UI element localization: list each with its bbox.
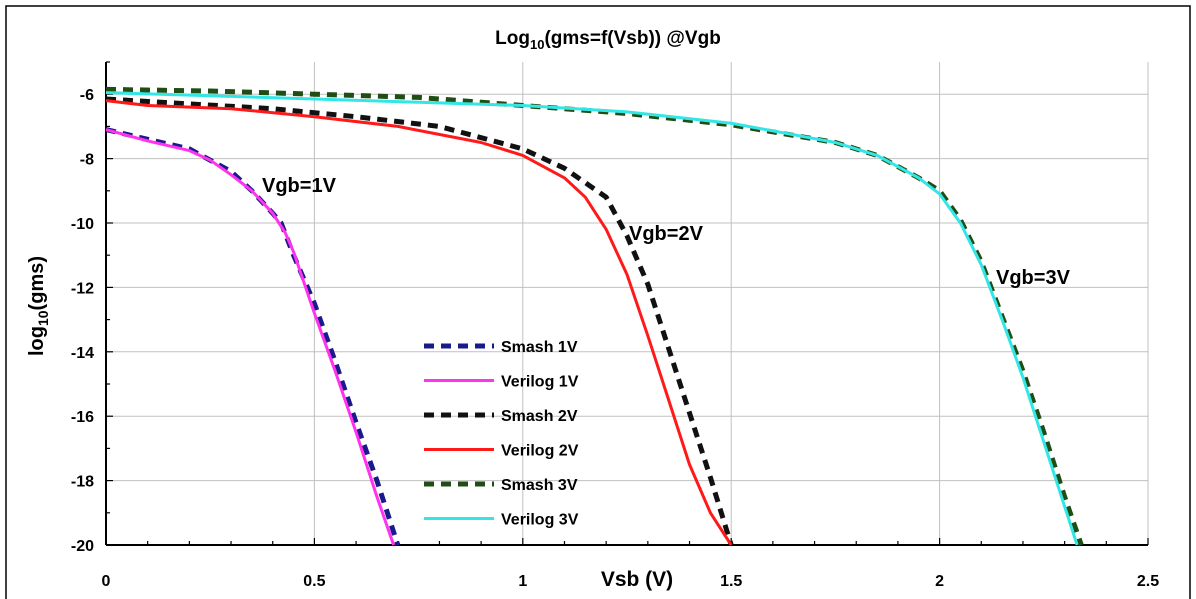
y-tick-label: -10 [71,216,94,233]
annotation-label: Vgb=3V [996,267,1071,289]
legend-label: Smash 2V [501,408,578,425]
x-axis-label: Vsb (V) [601,568,673,591]
y-tick-label: -12 [71,280,94,297]
y-tick-label: -16 [71,409,94,426]
x-tick-label: 2.5 [1137,573,1159,590]
y-tick-label: -20 [71,538,94,555]
x-tick-label: 1 [518,573,527,590]
x-tick-label: 1.5 [720,573,742,590]
y-tick-label: -14 [71,345,94,362]
annotation-label: Vgb=2V [629,223,704,245]
legend: Smash 1V Verilog 1V Smash 2V Verilog 2V Smas… [424,339,579,529]
plot-background [106,62,1148,545]
chart-title: Log10(gms=f(Vsb)) @Vgb [495,28,721,52]
x-tick-label: 2 [935,573,944,590]
x-tick-label: 0.5 [303,573,325,590]
y-tick-label: -6 [80,87,94,104]
annotation-label: Vgb=1V [262,175,337,197]
legend-label: Smash 1V [501,339,578,356]
plot-area: 0 0.5 1 1.5 2 2.5 -6 -8 -10 -12 -14 -16 -18 -20 Vgb=1V… [71,61,1159,590]
series-line-verilog-1v [105,128,396,546]
legend-label: Verilog 2V [501,443,579,460]
y-tick-label: -8 [80,152,94,169]
series-line-verilog-2v [105,99,733,546]
legend-label: Verilog 3V [501,512,579,529]
x-tick-label: 0 [102,573,111,590]
y-axis-label: log10(gms) [26,256,51,356]
series-line-smash-2v [105,96,734,546]
y-tick-label: -18 [71,474,94,491]
legend-label: Verilog 1V [501,374,579,391]
legend-label: Smash 3V [501,477,578,494]
series-line-verilog-3v [105,91,1079,546]
series-line-smash-1v [105,127,401,546]
